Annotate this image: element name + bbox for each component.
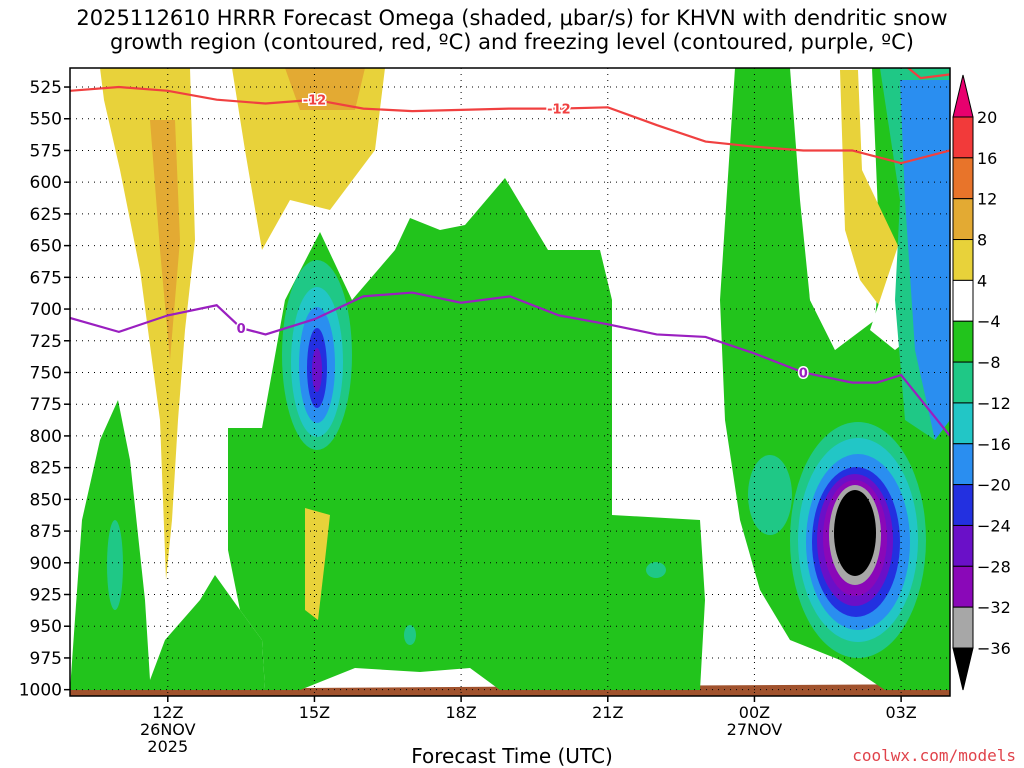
y-tick-label: 700 [30,300,62,320]
omega-teal-left [107,520,123,610]
omega-teal-dot [646,562,666,578]
y-tick-label: 900 [30,554,62,574]
omega-blue-upper-right [900,80,950,440]
y-tick-label: 875 [30,522,62,542]
contour-line-0 [70,85,950,165]
y-tick-label: 625 [30,205,62,225]
y-tick-label: 925 [30,586,62,606]
y-tick-label: 725 [30,332,62,352]
omega-teal-patch [748,455,792,535]
x-tick-sublabel: 27NOV [727,720,783,739]
y-tick-label: 975 [30,649,62,669]
plot-axes: 525 550 575 600 625 650 675 700 725 750 775 800 825 8… [19,67,951,756]
colorbar-label: −4 [977,312,1001,331]
y-tick-label: 750 [30,363,62,383]
y-tick-label: 650 [30,237,62,257]
omega-green-center [228,178,705,690]
omega-core-right-black [834,490,876,576]
omega-shading [70,68,950,696]
colorbar-label: 12 [977,190,997,209]
x-axis-label: Forecast Time (UTC) [411,744,613,768]
colorbar-label: 20 [977,108,997,127]
plot-frame [69,67,951,697]
colorbar-swatch [952,116,974,159]
y-tick-label: 825 [30,459,62,479]
y-tick-label: 950 [30,617,62,637]
colorbar-swatch [952,606,974,649]
colorbar-swatch [952,402,974,445]
colorbar-label: 4 [977,271,987,290]
contour-label: -12 [547,103,571,118]
colorbar-label: 16 [977,149,997,168]
colorbar-label: −28 [977,557,1011,576]
y-tick-label: 800 [30,427,62,447]
colorbar-label: −16 [977,435,1011,454]
y-tick-label: 775 [30,395,62,415]
colorbar-label: 8 [977,231,987,250]
colorbar-swatch [952,239,974,281]
colorbar-swatch [952,198,974,241]
colorbar-label: −36 [977,639,1011,658]
colorbar-swatch [952,443,974,486]
contour-line-2 [70,291,950,437]
chart-title-line1: 2025112610 HRRR Forecast Omega (shaded, … [76,6,948,30]
colorbar-swatch [952,279,974,322]
credit-link[interactable]: coolwx.com/models [852,746,1016,765]
y-tick-label: 850 [30,490,62,510]
colorbar-top-arrow [952,74,974,118]
omega-green-left [70,400,265,690]
colorbar-swatch [952,157,974,200]
y-tick-label: 1000 [19,681,62,701]
colorbar-swatch [952,524,974,567]
y-tick-label: 575 [30,141,62,161]
colorbar-label: −12 [977,394,1011,413]
colorbar-label: −8 [977,353,1001,372]
temperature-contours: -12 -12 0 0 [70,68,950,437]
colorbar-label: −20 [977,476,1011,495]
y-tick-label: 600 [30,173,62,193]
omega-yellow-top [232,68,385,250]
contour-label: 0 [799,366,808,381]
contour-line-1 [906,68,950,80]
colorbar-bottom-arrow [952,647,974,691]
x-tick-label: 18Z [445,703,476,722]
contour-label: -12 [303,94,327,109]
chart-title-line2: growth region (contoured, red, ºC) and f… [110,30,914,54]
colorbar-swatch [952,565,974,608]
y-tick-label: 525 [30,78,62,98]
omega-teal-dot2 [404,625,416,645]
y-tick-label: 675 [30,268,62,288]
omega-core-15z-purple [312,348,322,392]
colorbar-swatch [952,320,974,363]
colorbar-label: −24 [977,516,1011,535]
omega-yellow-right [840,70,910,320]
x-tick-label: 00Z [739,703,770,722]
omega-yellow-small [305,508,330,620]
x-tick-label: 03Z [885,703,916,722]
x-tick-sublabel: 2025 [147,737,188,756]
colorbar-swatch [952,361,974,404]
contour-label: 0 [237,322,246,337]
colorbar-label: −32 [977,598,1011,617]
omega-orange-left [150,120,180,360]
x-tick-label: 12Z [152,703,183,722]
colorbar: 20 16 12 8 4 −4 −8 −12 −16 −20 −24 −28 −32 −36 [952,74,1011,691]
omega-gap-right [800,135,860,350]
x-tick-label: 21Z [592,703,623,722]
x-tick-label: 15Z [299,703,330,722]
x-tick-sublabel: 26NOV [140,720,196,739]
y-tick-label: 550 [30,110,62,130]
colorbar-swatch [952,484,974,526]
